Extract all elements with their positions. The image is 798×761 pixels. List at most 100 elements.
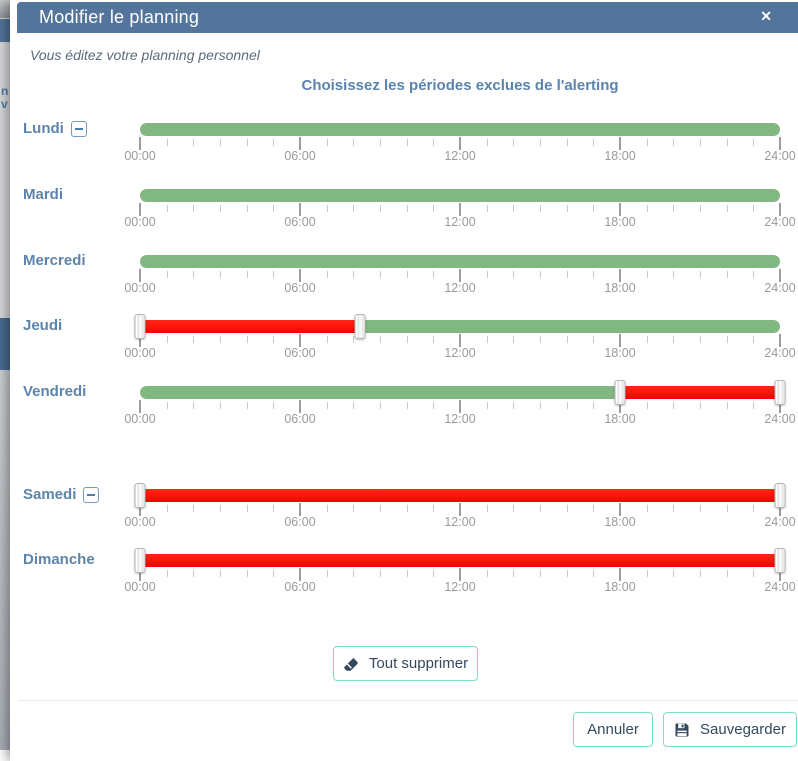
eraser-icon bbox=[344, 656, 358, 671]
tick-major bbox=[619, 568, 621, 581]
tick-minor bbox=[540, 505, 541, 512]
tick-minor bbox=[433, 139, 435, 146]
time-label: 06:00 bbox=[284, 281, 316, 295]
collapse-day-icon[interactable] bbox=[83, 486, 100, 503]
day-slider[interactable]: 00:00 06:00 12:00 18:00 24:00 bbox=[124, 380, 796, 428]
tick-minor bbox=[486, 570, 488, 577]
tick-minor bbox=[646, 271, 648, 278]
tick-major bbox=[619, 137, 621, 150]
tick-minor bbox=[700, 336, 701, 343]
tick-major bbox=[459, 269, 461, 282]
tick-minor bbox=[753, 139, 755, 146]
day-row: Mercredi 00:00 06:00 12:00 18:00 24:00 bbox=[10, 252, 798, 301]
tick-major bbox=[139, 503, 141, 516]
tick-minor bbox=[673, 336, 675, 343]
time-label: 18:00 bbox=[604, 149, 636, 163]
background-selected-item-strip bbox=[0, 318, 10, 370]
slider-handle[interactable] bbox=[134, 314, 146, 339]
slider-handle[interactable] bbox=[614, 380, 626, 405]
tick-minor bbox=[753, 402, 755, 409]
footer-divider bbox=[18, 700, 798, 701]
tick-minor bbox=[646, 505, 648, 512]
tick-minor bbox=[433, 205, 435, 212]
tick-minor bbox=[486, 271, 488, 278]
tick-minor bbox=[380, 139, 381, 146]
tick-minor bbox=[646, 336, 648, 343]
tick-minor bbox=[326, 271, 328, 278]
tick-minor bbox=[380, 271, 381, 278]
tick-minor bbox=[380, 205, 381, 212]
slider-track[interactable] bbox=[140, 320, 780, 333]
day-row: Vendredi 00:00 06:00 12:00 18:00 24:00 bbox=[10, 380, 798, 432]
time-label: 00:00 bbox=[124, 515, 156, 529]
day-slider[interactable]: 00:00 06:00 12:00 18:00 24:00 bbox=[124, 189, 796, 231]
background-top-strip bbox=[0, 0, 10, 18]
time-label: 12:00 bbox=[444, 215, 476, 229]
time-label: 24:00 bbox=[764, 346, 796, 360]
tick-minor bbox=[326, 505, 328, 512]
slider-track[interactable] bbox=[140, 123, 780, 136]
tick-major bbox=[779, 400, 781, 413]
tick-minor bbox=[380, 570, 381, 577]
tick-minor bbox=[380, 505, 381, 512]
day-slider[interactable]: 00:00 06:00 12:00 18:00 24:00 bbox=[124, 255, 796, 297]
excluded-period-segment bbox=[620, 386, 780, 399]
slider-track[interactable] bbox=[140, 386, 780, 399]
tick-minor bbox=[700, 271, 701, 278]
clear-all-button[interactable]: Tout supprimer bbox=[333, 646, 478, 681]
tick-minor bbox=[220, 205, 221, 212]
tick-minor bbox=[353, 570, 355, 577]
day-label: Lundi bbox=[23, 120, 64, 137]
tick-minor bbox=[220, 570, 221, 577]
tick-minor bbox=[220, 505, 221, 512]
slider-track[interactable] bbox=[140, 554, 780, 567]
tick-minor bbox=[486, 139, 488, 146]
tick-minor bbox=[486, 205, 488, 212]
tick-minor bbox=[433, 505, 435, 512]
slider-handle[interactable] bbox=[774, 483, 786, 508]
day-slider[interactable]: 00:00 06:00 12:00 18:00 24:00 bbox=[124, 548, 796, 596]
slider-handle[interactable] bbox=[774, 380, 786, 405]
day-label-wrap: Vendredi bbox=[23, 383, 86, 400]
tick-minor bbox=[726, 570, 728, 577]
close-icon[interactable]: ✕ bbox=[760, 8, 772, 24]
tick-minor bbox=[486, 505, 488, 512]
tick-minor bbox=[593, 336, 595, 343]
slider-handle[interactable] bbox=[774, 548, 786, 573]
tick-minor bbox=[566, 570, 568, 577]
collapse-day-icon[interactable] bbox=[70, 120, 87, 137]
tick-minor bbox=[726, 139, 728, 146]
tick-major bbox=[779, 269, 781, 282]
tick-minor bbox=[326, 205, 328, 212]
time-label: 06:00 bbox=[284, 580, 316, 594]
tick-minor bbox=[540, 570, 541, 577]
slider-track[interactable] bbox=[140, 255, 780, 268]
slider-handle[interactable] bbox=[354, 314, 366, 339]
time-label: 18:00 bbox=[604, 215, 636, 229]
save-button[interactable]: Sauvegarder bbox=[663, 712, 797, 747]
time-label: 24:00 bbox=[764, 281, 796, 295]
time-label: 12:00 bbox=[444, 580, 476, 594]
time-label: 24:00 bbox=[764, 149, 796, 163]
slider-handle[interactable] bbox=[134, 483, 146, 508]
tick-minor bbox=[193, 505, 195, 512]
day-row: Mardi 00:00 06:00 12:00 18:00 24:00 bbox=[10, 186, 798, 235]
tick-minor bbox=[726, 336, 728, 343]
slider-track[interactable] bbox=[140, 189, 780, 202]
tick-minor bbox=[406, 402, 408, 409]
slider-track[interactable] bbox=[140, 489, 780, 502]
day-slider[interactable]: 00:00 06:00 12:00 18:00 24:00 bbox=[124, 483, 796, 531]
day-slider[interactable]: 00:00 06:00 12:00 18:00 24:00 bbox=[124, 123, 796, 165]
modal-title: Modifier le planning bbox=[39, 7, 200, 27]
excluded-period-segment bbox=[140, 554, 780, 567]
tick-minor bbox=[273, 271, 275, 278]
time-label: 24:00 bbox=[764, 412, 796, 426]
tick-minor bbox=[246, 139, 248, 146]
day-label: Mardi bbox=[23, 186, 64, 203]
day-slider[interactable]: 00:00 06:00 12:00 18:00 24:00 bbox=[124, 314, 796, 362]
cancel-button[interactable]: Annuler bbox=[573, 712, 653, 747]
tick-minor bbox=[673, 271, 675, 278]
tick-minor bbox=[406, 139, 408, 146]
slider-handle[interactable] bbox=[134, 548, 146, 573]
